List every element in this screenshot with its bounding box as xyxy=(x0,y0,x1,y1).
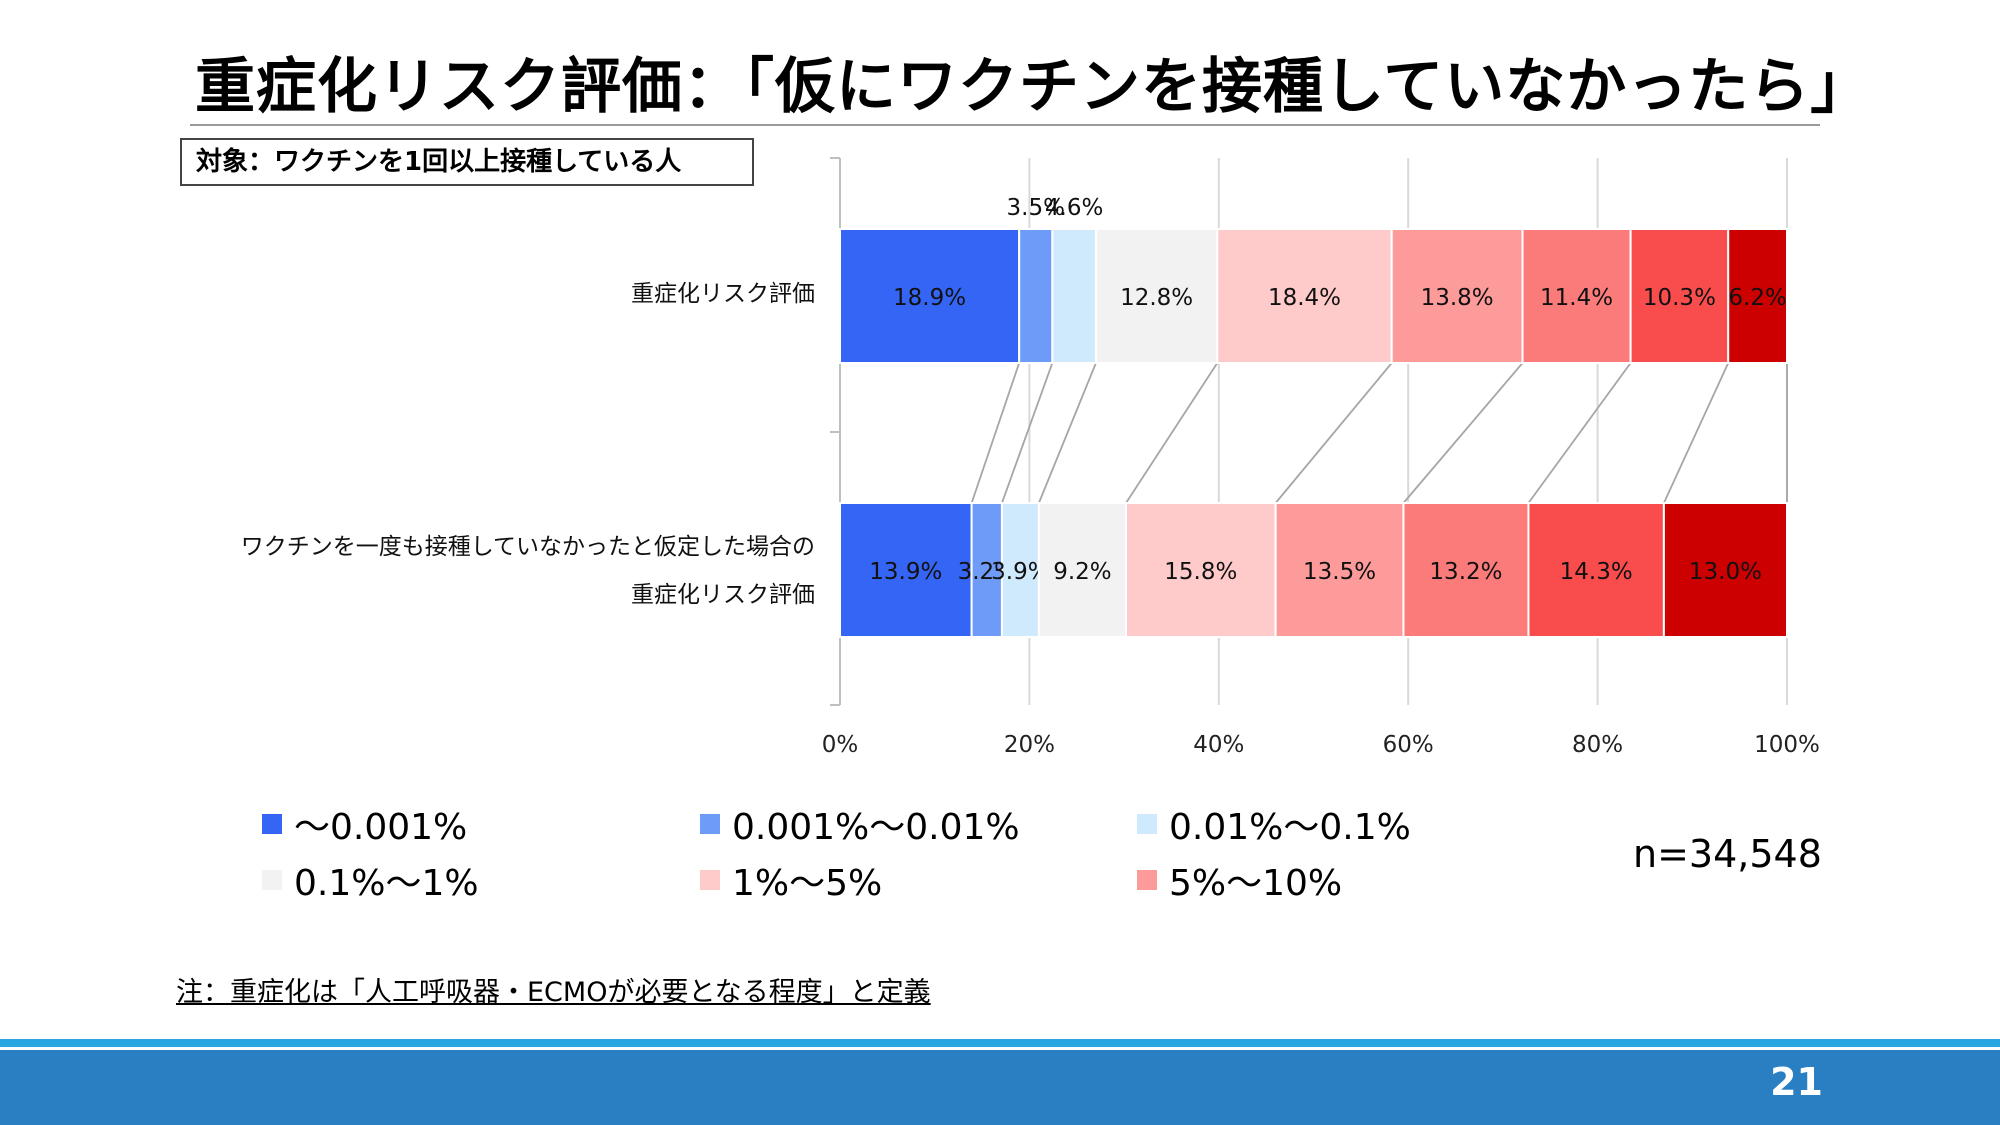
category-label: 重症化リスク評価 xyxy=(631,281,815,307)
bar-segment xyxy=(970,502,1003,638)
legend-label: 〜0.001% xyxy=(294,807,468,848)
legend-swatch xyxy=(700,814,720,834)
series-connector-line xyxy=(1001,362,1054,504)
bar-segment xyxy=(1094,228,1219,364)
footer-accent-line xyxy=(0,1039,2000,1047)
legend-label: 0.001%〜0.01% xyxy=(732,807,1020,848)
bar-segment xyxy=(1018,228,1054,364)
bar-segment xyxy=(839,502,973,638)
data-label: 4.6% xyxy=(1045,195,1103,221)
x-tick-label: 80% xyxy=(1572,732,1623,758)
slide-title: 重症化リスク評価：「仮にワクチンを接種していなかったら」 xyxy=(195,52,1872,122)
bar-segment xyxy=(839,228,1021,364)
data-label: 15.8% xyxy=(1164,559,1237,585)
title-divider xyxy=(190,124,1820,126)
legend-label: 0.1%〜1% xyxy=(294,863,479,904)
data-label: 18.9% xyxy=(893,285,966,311)
legend-item: 0.1%〜1% xyxy=(262,854,479,906)
footer-bar: 21 xyxy=(0,1050,2000,1125)
data-label: 10.3% xyxy=(1643,285,1716,311)
series-connector-line xyxy=(1125,362,1219,504)
legend-item: 0.001%〜0.01% xyxy=(700,798,1020,850)
series-connector-line xyxy=(970,362,1021,504)
legend-swatch xyxy=(1137,814,1157,834)
bar-segment xyxy=(1216,228,1393,364)
data-label: 12.8% xyxy=(1120,285,1193,311)
data-label: 13.2% xyxy=(1429,559,1502,585)
bar-segment xyxy=(1274,502,1405,638)
legend-item: 1%〜5% xyxy=(700,854,882,906)
series-connector-line xyxy=(1663,362,1730,504)
x-tick-label: 60% xyxy=(1383,732,1434,758)
bar-segment xyxy=(1000,502,1040,638)
data-label: 14.3% xyxy=(1560,559,1633,585)
x-tick-label: 0% xyxy=(822,732,859,758)
bar-segment xyxy=(1390,228,1524,364)
data-label: 13.9% xyxy=(869,559,942,585)
data-label: 13.5% xyxy=(1303,559,1376,585)
data-label: 13.0% xyxy=(1689,559,1762,585)
bar-segment xyxy=(1051,228,1097,364)
bar-segment xyxy=(1727,228,1788,364)
legend-swatch xyxy=(262,870,282,890)
bar-segment xyxy=(1124,502,1277,638)
legend-swatch xyxy=(1137,870,1157,890)
legend-item: 0.01%〜0.1% xyxy=(1137,798,1411,850)
data-label: 13.8% xyxy=(1421,285,1494,311)
data-label: 18.4% xyxy=(1268,285,1341,311)
sample-size: n=34,548 xyxy=(1633,832,1822,876)
bar-segment xyxy=(1527,502,1665,638)
legend-item: 5%〜10% xyxy=(1137,854,1342,906)
legend-swatch xyxy=(262,814,282,834)
page-number: 21 xyxy=(1770,1060,1823,1104)
data-label: 11.4% xyxy=(1540,285,1613,311)
bar-segment xyxy=(1521,228,1632,364)
data-label: 6.2% xyxy=(1728,285,1786,311)
series-connector-line xyxy=(1274,362,1393,504)
series-connector-line xyxy=(1527,362,1632,504)
legend-label: 0.01%〜0.1% xyxy=(1169,807,1411,848)
bar-segment xyxy=(1037,502,1127,638)
x-tick-label: 40% xyxy=(1193,732,1244,758)
data-label: 9.2% xyxy=(1053,559,1111,585)
legend-label: 5%〜10% xyxy=(1169,863,1343,904)
category-label: ワクチンを一度も接種していなかったと仮定した場合の xyxy=(241,534,815,560)
category-label: 重症化リスク評価 xyxy=(631,582,815,608)
target-population-label: 対象：ワクチンを1回以上接種している人 xyxy=(180,138,754,186)
bar-segment xyxy=(1662,502,1789,638)
footnote: 注：重症化は「人工呼吸器・ECMOが必要となる程度」と定義 xyxy=(176,977,931,1008)
x-tick-label: 20% xyxy=(1004,732,1055,758)
data-label: 3.5% xyxy=(1007,195,1065,221)
series-connector-line xyxy=(1402,362,1524,504)
x-tick-label: 100% xyxy=(1754,732,1820,758)
bar-segment xyxy=(1402,502,1530,638)
legend-swatch xyxy=(700,870,720,890)
legend-item: 〜0.001% xyxy=(262,798,467,850)
legend-label: 1%〜5% xyxy=(732,863,883,904)
series-connector-line xyxy=(1038,362,1097,504)
